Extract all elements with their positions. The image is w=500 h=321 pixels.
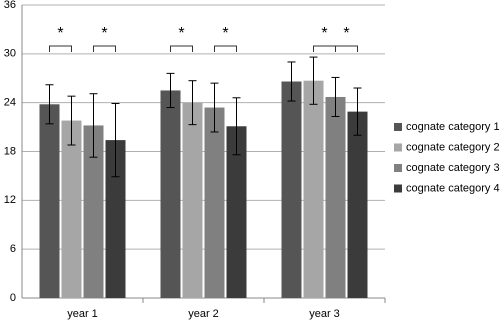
bar (281, 81, 302, 298)
y-tick-label: 36 (4, 0, 16, 11)
significance-bracket (170, 45, 193, 52)
error-bar (111, 102, 120, 178)
error-bar (89, 93, 98, 158)
significance-bracket (93, 45, 116, 52)
bar (39, 104, 60, 299)
error-bar (210, 82, 219, 133)
significance-label: * (57, 25, 63, 42)
significance-label: * (222, 25, 228, 42)
error-bar (309, 56, 318, 105)
error-bar (67, 95, 76, 146)
significance-bracket (49, 45, 72, 52)
legend-swatch (394, 164, 402, 172)
y-tick-label: 12 (4, 194, 16, 206)
legend-label: cognate category 2 (406, 141, 500, 153)
bar (226, 126, 247, 299)
significance-label: * (178, 25, 184, 42)
x-tick-label: year 3 (309, 308, 340, 320)
legend-label: cognate category 3 (406, 162, 500, 174)
error-bar (166, 72, 175, 109)
bar (204, 107, 225, 298)
error-bar (45, 84, 54, 125)
significance-label: * (321, 25, 327, 42)
y-tick-label: 18 (4, 145, 16, 157)
error-bar (353, 87, 362, 136)
y-tick-label: 30 (4, 48, 16, 60)
x-tick-label: year 1 (67, 308, 98, 320)
legend-label: cognate category 1 (406, 121, 500, 133)
significance-bracket (335, 45, 358, 52)
significance-bracket (214, 45, 237, 52)
y-tick-label: 6 (10, 243, 16, 255)
error-bar (188, 80, 197, 126)
error-bar (287, 61, 296, 102)
bar (325, 96, 346, 298)
bar (182, 102, 203, 299)
x-tick-label: year 2 (188, 308, 219, 320)
legend-swatch (394, 143, 402, 152)
error-bar (232, 97, 241, 156)
legend-swatch (394, 123, 402, 131)
bar (347, 111, 368, 298)
significance-label: * (343, 25, 349, 42)
bar (303, 80, 324, 298)
error-bar (331, 76, 340, 118)
bar (105, 140, 126, 298)
bar (61, 120, 82, 298)
bar (160, 90, 181, 298)
y-tick-label: 0 (10, 292, 16, 304)
y-tick-label: 24 (4, 97, 16, 109)
legend-label: cognate category 4 (406, 182, 500, 194)
legend-swatch (394, 184, 402, 193)
bar (83, 125, 104, 298)
significance-bracket (313, 45, 336, 52)
significance-label: * (101, 25, 107, 42)
